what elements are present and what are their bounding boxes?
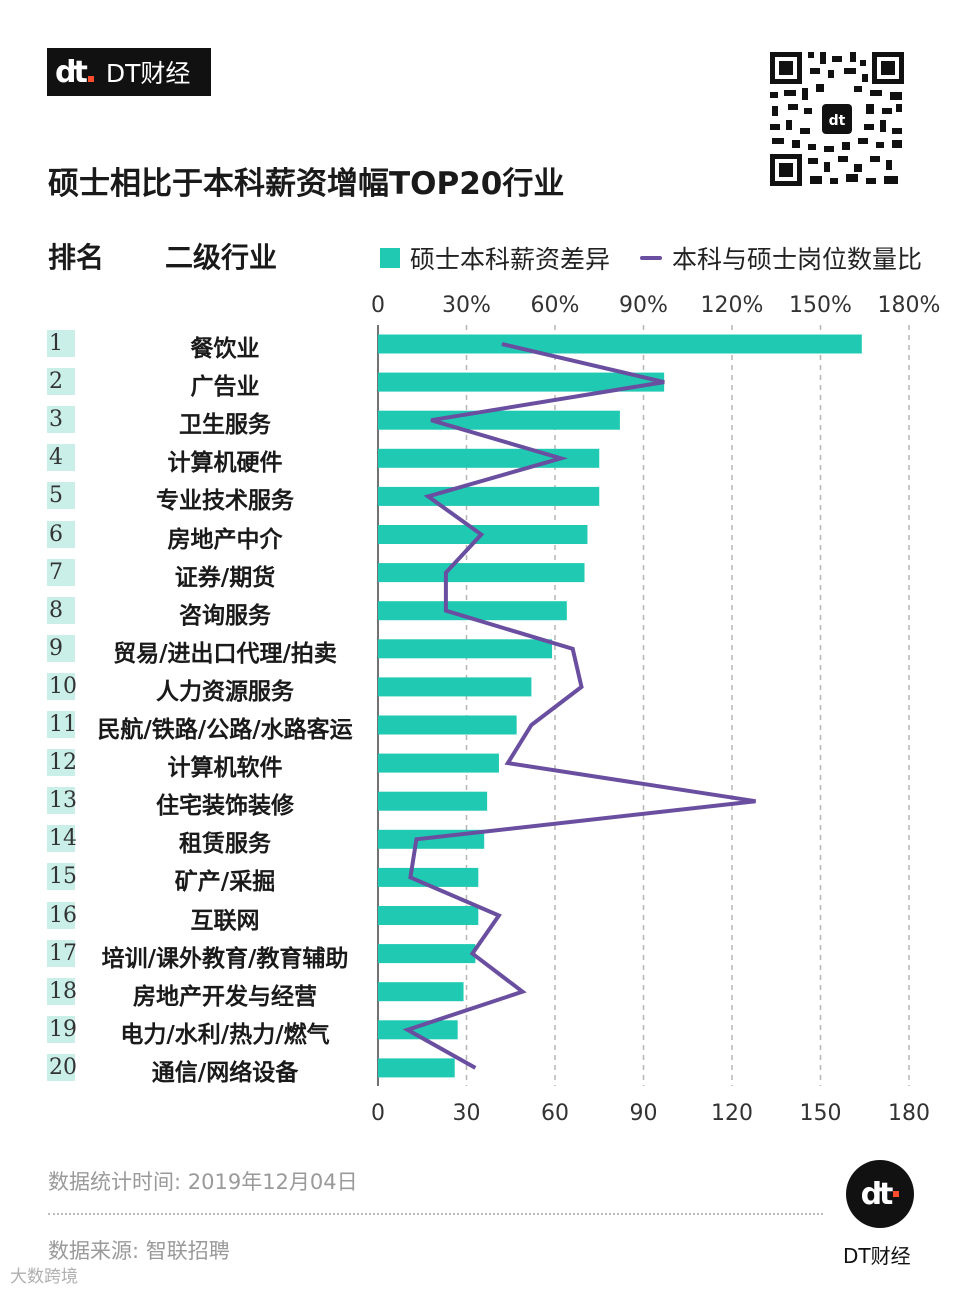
- industry-label: 广告业: [190, 374, 260, 401]
- chart-title: 硕士相比于本科薪资增幅TOP20行业: [48, 166, 565, 202]
- rank-badge: 11: [47, 711, 77, 738]
- salary-diff-bar: [378, 715, 517, 735]
- top-axis-tick-label: 60%: [531, 293, 580, 318]
- corner-watermark: 大数跨境: [10, 1267, 78, 1287]
- bottom-axis-tick-label: 0: [371, 1101, 385, 1126]
- industry-label: 计算机软件: [167, 755, 283, 782]
- svg-text:dt: dt: [829, 113, 846, 129]
- brand-logo: dt DT财经: [47, 48, 211, 96]
- logo-mark: dt: [55, 55, 94, 90]
- legend-line-label: 本科与硕士岗位数量比: [672, 245, 923, 274]
- industry-header: 二级行业: [165, 241, 278, 274]
- industry-label: 贸易/进出口代理/拍卖: [113, 640, 337, 667]
- rank-badge: 2: [47, 368, 75, 396]
- data-source-note: 数据来源: 智联招聘: [48, 1239, 230, 1263]
- salary-diff-bar: [378, 906, 479, 925]
- salary-diff-bar: [378, 791, 488, 811]
- salary-diff-bar: [378, 1020, 458, 1040]
- salary-diff-bar: [378, 982, 464, 1002]
- industry-label: 民航/铁路/公路/水路客运: [97, 717, 353, 743]
- rank-badge: 6: [47, 520, 75, 548]
- top-axis-tick-label: 0: [371, 293, 385, 318]
- data-date-note: 数据统计时间: 2019年12月04日: [48, 1170, 358, 1194]
- salary-diff-bar: [378, 563, 585, 583]
- bottom-axis-tick-label: 60: [541, 1101, 569, 1126]
- legend: 硕士本科薪资差异 本科与硕士岗位数量比: [380, 240, 922, 276]
- industry-label: 人力资源服务: [156, 678, 294, 705]
- bottom-axis-tick-label: 150: [800, 1101, 842, 1126]
- industry-label: 房地产开发与经营: [133, 983, 317, 1010]
- logo-name: DT财经: [105, 59, 191, 88]
- industry-label: 咨询服务: [179, 602, 271, 629]
- rank-badge: 5: [47, 482, 75, 510]
- brand-badge: dt: [846, 1160, 914, 1228]
- industry-label: 通信/网络设备: [151, 1059, 299, 1086]
- bottom-axis-tick-label: 30: [453, 1101, 481, 1126]
- rank-badge: 3: [47, 406, 75, 434]
- industry-label: 专业技术服务: [156, 488, 294, 515]
- top-axis-tick-label: 30%: [442, 293, 491, 318]
- bottom-axis-tick-label: 180: [888, 1101, 930, 1126]
- top-axis-tick-label: 150%: [789, 293, 852, 318]
- bottom-axis-tick-label: 120: [711, 1101, 753, 1126]
- rank-badge: 19: [47, 1015, 77, 1043]
- qr-code-icon: dt: [766, 48, 908, 190]
- salary-diff-bar: [378, 639, 553, 659]
- legend-bar-swatch: [380, 248, 400, 268]
- salary-diff-bar: [378, 677, 532, 697]
- rank-badge: 10: [47, 672, 77, 700]
- bottom-axis-tick-label: 90: [630, 1101, 658, 1126]
- industry-label: 计算机硬件: [167, 450, 283, 477]
- industry-label: 房地产中介: [167, 526, 283, 553]
- legend-bar-label: 硕士本科薪资差异: [410, 245, 611, 274]
- salary-diff-bar: [378, 867, 479, 887]
- rank-badge: 18: [47, 977, 77, 1005]
- industry-label: 矿产/采掘: [174, 869, 276, 896]
- industry-label: 餐饮业: [190, 336, 260, 362]
- rank-badge: 13: [47, 787, 77, 815]
- rank-badge: 15: [47, 863, 77, 891]
- footer-divider: [48, 1213, 823, 1215]
- industry-label: 租赁服务: [179, 831, 271, 858]
- salary-diff-bar: [378, 334, 862, 354]
- industry-label: 电力/水利/热力/燃气: [120, 1021, 330, 1048]
- salary-diff-bar: [378, 753, 499, 773]
- rank-badge: 4: [47, 444, 75, 472]
- salary-diff-bar: [378, 486, 600, 506]
- rank-badge: 17: [47, 939, 77, 967]
- rank-badge: 12: [47, 749, 77, 777]
- rank-badge: 20: [47, 1053, 77, 1081]
- brand-badge-name: DT财经: [843, 1244, 911, 1268]
- rank-badge: 16: [47, 901, 77, 929]
- rank-badge: 9: [47, 634, 75, 662]
- industry-label: 互联网: [190, 907, 260, 934]
- salary-diff-bar: [378, 944, 476, 964]
- top-axis-tick-label: 180%: [878, 293, 941, 318]
- industry-label: 培训/课外教育/教育辅助: [101, 945, 349, 972]
- rank-badge: 1: [47, 330, 75, 357]
- job-ratio-line: [402, 342, 756, 1070]
- industry-label: 卫生服务: [179, 412, 271, 439]
- rank-badge: 8: [47, 596, 75, 624]
- top-axis-tick-label: 120%: [701, 293, 764, 318]
- rank-badge: 7: [47, 558, 75, 586]
- top-axis-tick-label: 90%: [619, 293, 668, 318]
- salary-diff-bar: [378, 410, 620, 430]
- industry-label: 住宅装饰装修: [156, 793, 294, 820]
- rank-badge: 14: [47, 825, 77, 853]
- salary-diff-bar: [378, 601, 567, 621]
- legend-line-swatch: [640, 256, 663, 260]
- salary-diff-bar: [378, 372, 665, 392]
- salary-diff-bar: [378, 1058, 455, 1078]
- rank-header: 排名: [48, 241, 105, 274]
- industry-label: 证券/期货: [174, 564, 276, 591]
